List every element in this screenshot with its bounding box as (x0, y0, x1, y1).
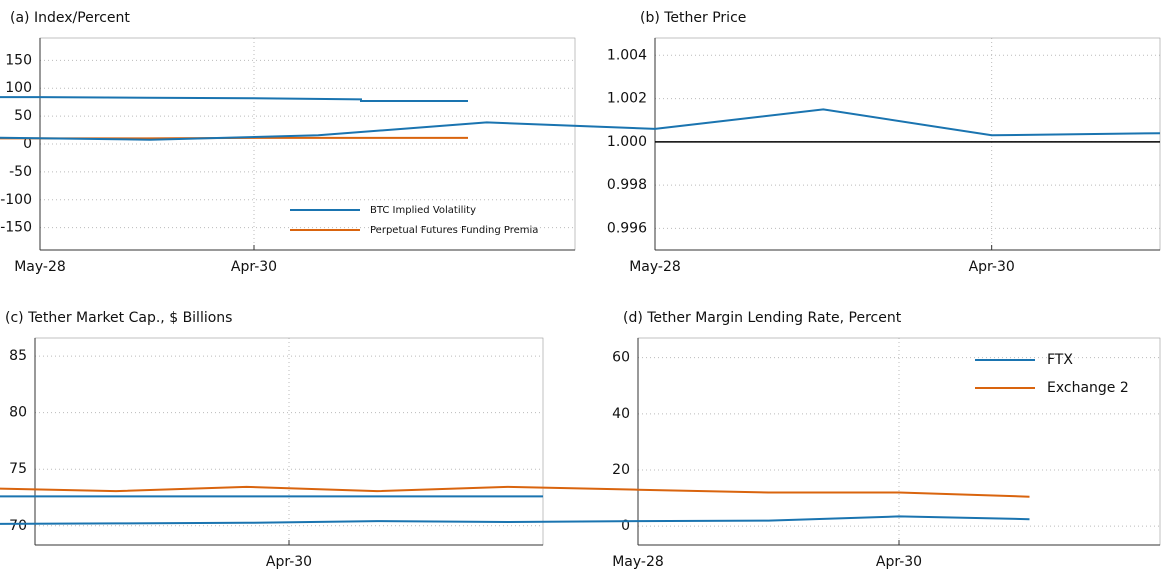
y-tick-label: 0.996 (607, 220, 647, 236)
y-tick-label: 60 (612, 350, 630, 366)
y-tick-label: 100 (5, 80, 32, 96)
legend-label: Exchange 2 (1047, 380, 1129, 396)
y-tick-label: 1.002 (607, 91, 647, 107)
legend: BTC Implied Volatility Perpetual Futures … (290, 205, 538, 236)
x-tick-label: May-28 (629, 259, 681, 275)
y-tick-label: 50 (14, 108, 32, 124)
y-tick-label: 150 (5, 52, 32, 68)
series-line (0, 108, 1161, 141)
y-tick-label: 20 (612, 462, 630, 478)
y-tick-label: 75 (9, 461, 27, 477)
y-tick-label: -150 (0, 220, 32, 236)
plot-frame (637, 337, 1161, 546)
legend: FTX Exchange 2 (975, 352, 1129, 396)
plot-frame (34, 337, 544, 546)
legend-label: FTX (1047, 352, 1073, 368)
y-tick-label: 80 (9, 405, 27, 421)
x-tick-label: May-28 (14, 259, 66, 275)
y-tick-label: 0.998 (607, 177, 647, 193)
y-tick-label: -100 (0, 192, 32, 208)
x-tick-label: Apr-30 (876, 554, 922, 570)
x-tick-label: Apr-30 (231, 259, 277, 275)
legend-label: BTC Implied Volatility (370, 205, 476, 216)
series-line (0, 515, 1030, 525)
y-tick-label: -50 (9, 164, 32, 180)
x-tick-label: Apr-30 (266, 554, 312, 570)
y-tick-label: 70 (9, 518, 27, 534)
chart-title: (a) Index/Percent (10, 10, 130, 26)
y-tick-label: 1.004 (607, 47, 647, 63)
x-tick-label: May-28 (612, 554, 664, 570)
y-tick-label: 85 (9, 348, 27, 364)
y-tick-label: 1.000 (607, 134, 647, 150)
plot-frame (654, 37, 1161, 251)
legend-label: Perpetual Futures Funding Premia (370, 225, 538, 236)
series-line (0, 136, 468, 140)
series-line (0, 495, 543, 498)
series-line (0, 485, 1030, 498)
y-tick-label: 0 (23, 136, 32, 152)
chart-title: (c) Tether Market Cap., $ Billions (5, 310, 232, 326)
y-tick-label: 40 (612, 406, 630, 422)
y-tick-label: 0 (621, 518, 630, 534)
chart-title: (b) Tether Price (640, 10, 746, 26)
series-line (0, 96, 468, 102)
x-tick-label: Apr-30 (969, 259, 1015, 275)
chart-title: (d) Tether Margin Lending Rate, Percent (623, 310, 902, 326)
